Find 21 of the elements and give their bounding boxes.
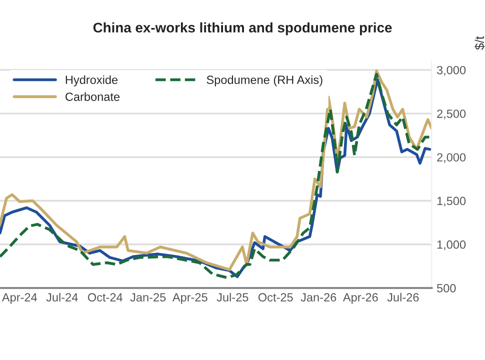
x-tick-label: Jul-25 bbox=[216, 292, 248, 302]
y-tick-label: 500 bbox=[436, 284, 456, 292]
x-tick-label: Jan-26 bbox=[300, 293, 336, 302]
x-tick-label: Jul-24 bbox=[46, 292, 78, 302]
y-tick-label: 3,000 bbox=[436, 66, 466, 76]
y-tick-label: 1,000 bbox=[437, 240, 466, 250]
x-tick-label: Oct-25 bbox=[258, 293, 293, 302]
chart-title: China ex-works lithium and spodumene price bbox=[93, 22, 392, 36]
legend-label: Hydroxide bbox=[66, 75, 118, 86]
legend-label: Carbonate bbox=[66, 92, 120, 101]
y-tick-label: 1,500 bbox=[437, 196, 466, 207]
x-tick-label: Apr-25 bbox=[172, 293, 208, 304]
y-axis-title: $/t bbox=[474, 36, 485, 50]
x-tick-label: Apr-26 bbox=[342, 293, 378, 304]
x-tick-label: Jul-26 bbox=[387, 292, 419, 302]
x-tick-label: Apr-24 bbox=[2, 293, 37, 304]
x-tick-label: Oct-24 bbox=[88, 293, 122, 302]
y-tick-label: 2,500 bbox=[437, 110, 466, 120]
x-tick-label: Jan-25 bbox=[130, 293, 166, 302]
legend-label: Spodumene (RH Axis) bbox=[206, 75, 322, 86]
y-tick-label: 2,000 bbox=[437, 153, 466, 163]
